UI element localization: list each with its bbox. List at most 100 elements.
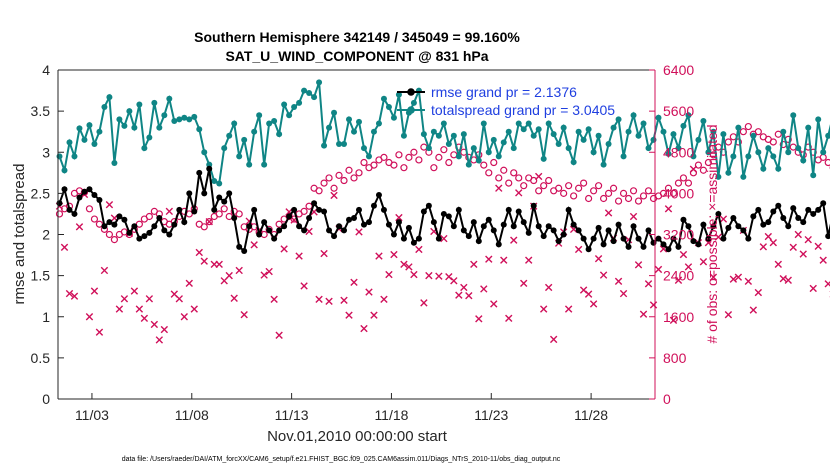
rmse-point <box>121 216 128 223</box>
rmse-point <box>605 227 612 234</box>
rmse-point <box>211 206 218 213</box>
rmse-point <box>261 219 268 226</box>
y2-tick-label: 4000 <box>663 185 694 201</box>
rmse-point <box>470 219 477 226</box>
obs-assimilated-point <box>420 299 428 307</box>
totalspread-point <box>705 149 712 156</box>
totalspread-point <box>251 128 258 135</box>
rmse-point <box>141 233 148 240</box>
obs-possible-point <box>430 164 438 172</box>
rmse-point <box>665 246 672 253</box>
obs-assimilated-stroke <box>699 258 708 266</box>
obs-assimilated-stroke <box>794 230 802 239</box>
x-axis-label: Nov.01,2010 00:00:00 start <box>267 428 448 445</box>
obs-assimilated-point <box>470 260 478 269</box>
obs-assimilated-point <box>175 295 183 303</box>
obs-assimilated-stroke <box>345 311 353 319</box>
obs-assimilated-point <box>465 291 473 300</box>
obs-possible-point <box>619 189 628 197</box>
rmse-point <box>720 235 727 242</box>
legend-rmse-label: rmse grand pr = 2.1376 <box>431 84 577 100</box>
rmse-point <box>400 235 407 242</box>
totalspread-point <box>535 126 542 133</box>
rmse-point <box>131 223 138 230</box>
obs-assimilated-stroke <box>180 313 188 321</box>
obs-assimilated-point <box>95 328 104 336</box>
rmse-point <box>61 186 68 193</box>
obs-assimilated-stroke <box>140 314 149 322</box>
obs-possible-point <box>824 158 830 167</box>
obs-possible-point <box>440 146 448 154</box>
rmse-point <box>256 231 263 238</box>
obs-assimilated-point <box>774 260 782 269</box>
obs-possible-point <box>205 218 213 226</box>
totalspread-point <box>440 120 447 127</box>
obs-possible-point <box>739 128 747 136</box>
obs-possible-point <box>485 169 493 177</box>
obs-assimilated-point <box>360 324 368 333</box>
totalspread-point <box>136 101 143 108</box>
rmse-point <box>485 216 492 223</box>
totalspread-point <box>246 161 253 168</box>
totalspread-point <box>301 87 308 94</box>
obs-assimilated-point <box>385 270 393 279</box>
totalspread-point <box>780 128 787 135</box>
rmse-point <box>311 200 318 207</box>
obs-assimilated-stroke <box>534 172 543 181</box>
obs-assimilated-stroke <box>539 305 548 313</box>
totalspread-point <box>755 149 762 156</box>
obs-assimilated-stroke <box>669 316 678 325</box>
rmse-point <box>595 224 602 231</box>
obs-assimilated-point <box>300 282 308 290</box>
obs-assimilated-point <box>275 331 283 339</box>
totalspread-point <box>420 131 427 138</box>
rmse-point <box>91 192 98 199</box>
y2-axis-label: # of obs: o=possible; ×=assimilated <box>704 124 720 343</box>
obs-possible-point <box>520 182 528 190</box>
obs-assimilated-stroke <box>470 260 478 269</box>
y-tick-label: 2 <box>42 227 50 243</box>
totalspread-point <box>480 120 487 127</box>
obs-assimilated-stroke <box>689 165 698 173</box>
rmse-point <box>221 198 228 205</box>
totalspread-point <box>720 131 727 138</box>
obs-assimilated-point <box>574 245 583 254</box>
obs-assimilated-stroke <box>799 250 807 258</box>
obs-assimilated-point <box>280 245 288 253</box>
obs-possible-point <box>599 194 608 203</box>
obs-assimilated-point <box>809 284 817 293</box>
rmse-point <box>86 186 93 193</box>
totalspread-point <box>231 120 238 127</box>
obs-assimilated-point <box>664 205 673 213</box>
obs-assimilated-point <box>669 316 678 325</box>
totalspread-point <box>216 180 223 187</box>
rmse-point <box>700 221 707 228</box>
legend-rmse-marker <box>407 88 415 96</box>
x-tick-label: 11/03 <box>75 407 109 423</box>
obs-possible-point <box>560 189 568 197</box>
obs-assimilated-stroke <box>480 285 488 293</box>
obs-assimilated-point <box>365 288 373 296</box>
rmse-point <box>635 235 642 242</box>
obs-assimilated-point <box>794 230 802 239</box>
y-tick-label: 0.5 <box>31 350 51 366</box>
obs-assimilated-stroke <box>385 270 393 279</box>
obs-assimilated-point <box>435 272 443 280</box>
totalspread-point <box>131 124 138 131</box>
totalspread-point <box>515 120 522 127</box>
obs-assimilated-stroke <box>395 213 403 222</box>
obs-assimilated-point <box>759 243 768 251</box>
rmse-point <box>151 223 158 230</box>
obs-assimilated-point <box>395 213 403 222</box>
obs-assimilated-point <box>584 290 593 298</box>
totalspread-point <box>825 132 830 139</box>
rmse-point <box>600 241 607 248</box>
rmse-point <box>480 223 487 230</box>
rmse-point <box>695 241 702 248</box>
obs-assimilated-stroke <box>415 245 423 254</box>
rmse-point <box>226 190 233 197</box>
obs-possible-point <box>644 187 653 195</box>
rmse-point <box>96 196 103 203</box>
obs-assimilated-point <box>539 305 548 313</box>
obs-assimilated-point <box>654 265 663 274</box>
